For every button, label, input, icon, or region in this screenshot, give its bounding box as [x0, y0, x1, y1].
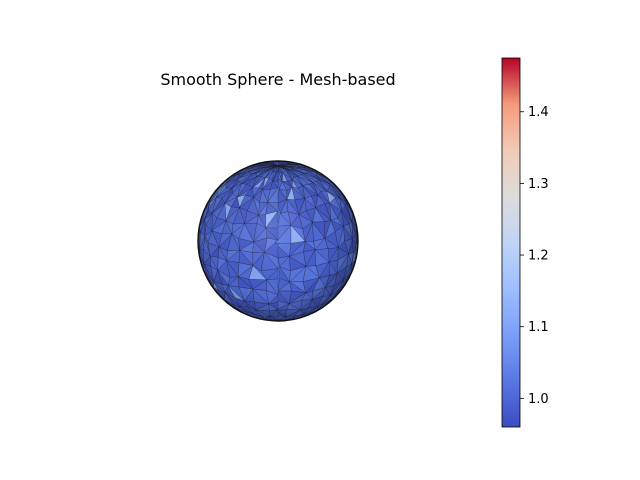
- colorbar-ticks: 1.0 1.1 1.2 1.3 1.4: [520, 105, 549, 407]
- colorbar-tick-label: 1.2: [528, 249, 549, 264]
- sphere-shading: [198, 161, 358, 321]
- colorbar-tick-label: 1.0: [528, 392, 549, 407]
- colorbar-tick-label: 1.3: [528, 177, 549, 192]
- colorbar: 1.0 1.1 1.2 1.3 1.4: [501, 57, 549, 428]
- colorbar-tick-label: 1.4: [528, 105, 549, 120]
- sphere-outline: [197, 160, 359, 322]
- sphere-mesh: [197, 160, 359, 322]
- colorbar-tick-label: 1.1: [528, 320, 549, 335]
- chart-title: Smooth Sphere - Mesh-based: [160, 70, 395, 89]
- colorbar-gradient: [501, 57, 521, 428]
